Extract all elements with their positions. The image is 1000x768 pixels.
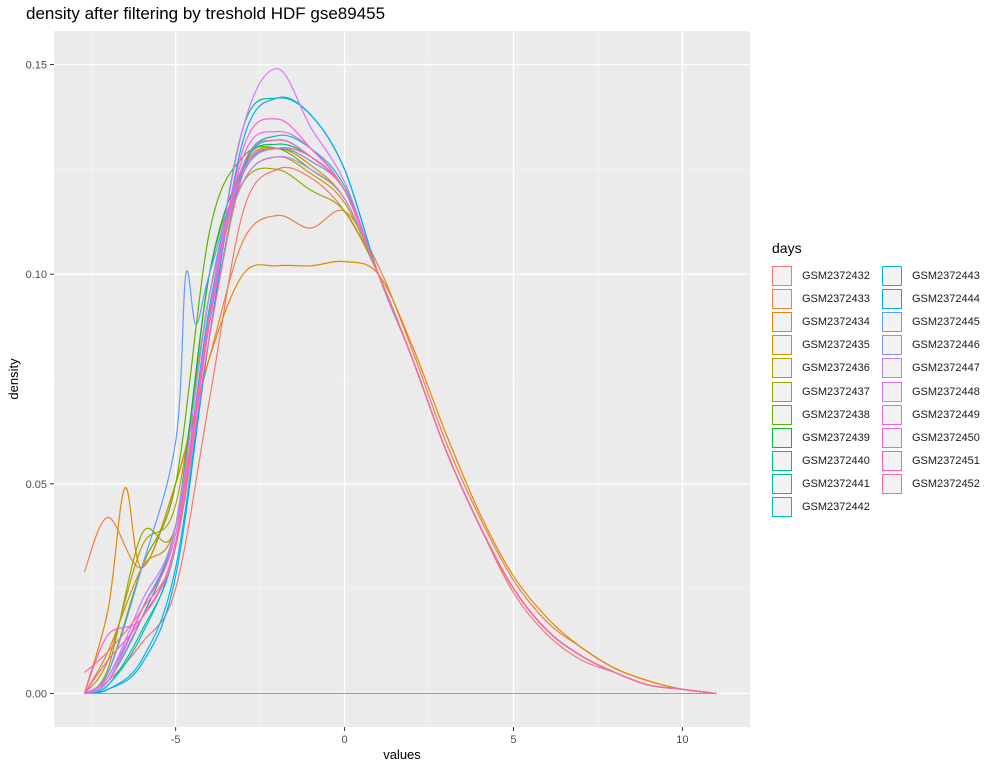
x-tick-label: 5 (510, 734, 516, 746)
legend-key (882, 311, 902, 332)
legend-label: GSM2372435 (802, 339, 870, 352)
density-series (83, 68, 717, 695)
legend-key (772, 497, 792, 518)
legend-label: GSM2372434 (802, 315, 870, 328)
legend-key (772, 381, 792, 402)
y-tick-label: 0.10 (26, 269, 47, 281)
axes: -5 0 5 10 0.00 0.05 0.10 0.15 (26, 60, 689, 746)
legend-item: GSM2372446 (882, 334, 992, 357)
legend-item: GSM2372434 (772, 310, 882, 333)
legend-label: GSM2372442 (802, 501, 870, 514)
x-tick-label: 0 (342, 734, 348, 746)
legend-item: GSM2372439 (772, 426, 882, 449)
legend-key (772, 335, 792, 356)
legend-column-1: GSM2372432 GSM2372433 GSM2372434 GSM2372435… (772, 264, 882, 519)
legend-key (772, 427, 792, 448)
legend-item: GSM2372438 (772, 403, 882, 426)
legend-label: GSM2372438 (802, 408, 870, 421)
legend-label: GSM2372443 (912, 269, 980, 282)
legend-label: GSM2372447 (912, 362, 980, 375)
legend-key (882, 288, 902, 309)
legend-label: GSM2372450 (912, 431, 980, 444)
legend-item: GSM2372442 (772, 496, 882, 519)
legend-item: GSM2372449 (882, 403, 992, 426)
legend-key (772, 288, 792, 309)
legend-item: GSM2372451 (882, 450, 992, 473)
legend-label: GSM2372440 (802, 455, 870, 468)
legend-item: GSM2372437 (772, 380, 882, 403)
legend-columns: GSM2372432 GSM2372433 GSM2372434 GSM2372435… (772, 264, 992, 519)
legend-key (882, 358, 902, 379)
legend-item: GSM2372435 (772, 334, 882, 357)
legend-column-2: GSM2372443 GSM2372444 GSM2372445 GSM2372446… (882, 264, 992, 519)
x-tick-label: -5 (171, 734, 181, 746)
y-tick-label: 0.15 (26, 60, 47, 72)
legend-label: GSM2372441 (802, 478, 870, 491)
legend-label: GSM2372451 (912, 455, 980, 468)
legend-item: GSM2372448 (882, 380, 992, 403)
legend-label: GSM2372449 (912, 408, 980, 421)
chart-title: density after filtering by treshold HDF … (26, 4, 386, 23)
legend-item: GSM2372432 (772, 264, 882, 287)
legend-key (882, 381, 902, 402)
legend-key (882, 335, 902, 356)
legend-item: GSM2372436 (772, 357, 882, 380)
legend-item: GSM2372447 (882, 357, 992, 380)
legend-item: GSM2372444 (882, 287, 992, 310)
legend-label: GSM2372433 (802, 292, 870, 305)
x-tick-label: 10 (676, 734, 688, 746)
legend-key (882, 474, 902, 495)
legend-item: GSM2372445 (882, 310, 992, 333)
series-line-GSM2372452 (83, 146, 717, 695)
minor-gridlines (54, 31, 750, 727)
legend-key (882, 265, 902, 286)
legend-item: GSM2372433 (772, 287, 882, 310)
legend-item: GSM2372443 (882, 264, 992, 287)
legend-key (882, 451, 902, 472)
legend-label: GSM2372437 (802, 385, 870, 398)
legend-key (772, 404, 792, 425)
legend-key (772, 451, 792, 472)
legend-item: GSM2372450 (882, 426, 992, 449)
legend: days GSM2372432 GSM2372433 GSM2372434 GSM23… (772, 240, 992, 519)
x-axis-label: values (383, 747, 421, 762)
legend-key (772, 474, 792, 495)
legend-key (882, 427, 902, 448)
series-line-GSM2372434 (83, 260, 717, 695)
legend-key (772, 311, 792, 332)
y-tick-label: 0.00 (26, 688, 47, 700)
legend-label: GSM2372436 (802, 362, 870, 375)
legend-key (772, 265, 792, 286)
legend-label: GSM2372439 (802, 431, 870, 444)
y-tick-label: 0.05 (26, 479, 47, 491)
legend-item: GSM2372440 (772, 450, 882, 473)
legend-label: GSM2372445 (912, 315, 980, 328)
legend-item: GSM2372452 (882, 473, 992, 496)
legend-key (772, 358, 792, 379)
legend-label: GSM2372446 (912, 339, 980, 352)
legend-label: GSM2372444 (912, 292, 980, 305)
y-axis-label: density (6, 358, 21, 400)
legend-title: days (772, 240, 802, 256)
legend-item: GSM2372441 (772, 473, 882, 496)
legend-key (882, 404, 902, 425)
legend-label: GSM2372452 (912, 478, 980, 491)
legend-label: GSM2372448 (912, 385, 980, 398)
legend-label: GSM2372432 (802, 269, 870, 282)
